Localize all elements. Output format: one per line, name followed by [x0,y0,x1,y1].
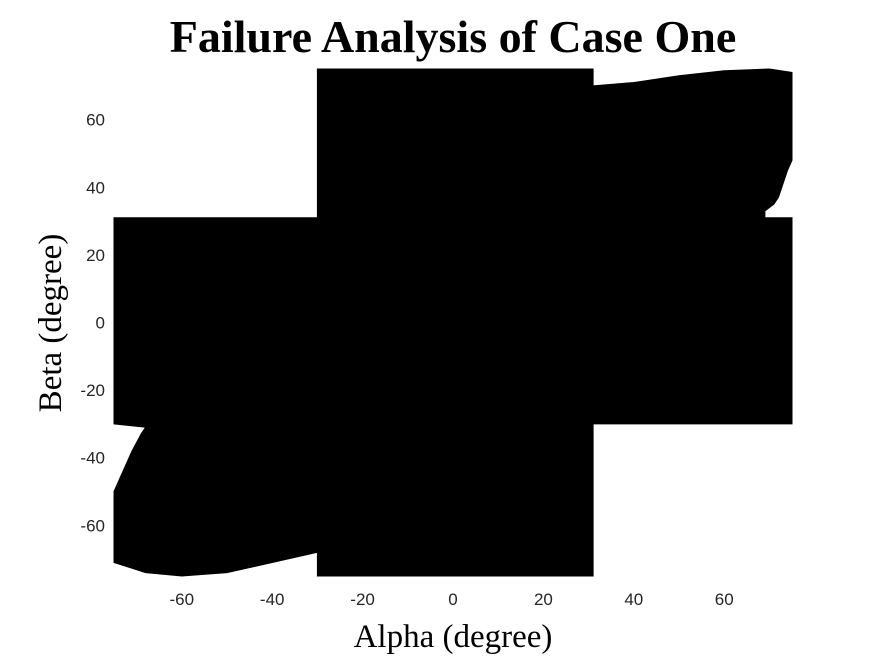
y-tick-label: -20 [80,381,105,400]
x-tick-label: -40 [260,590,285,609]
x-tick-label: 20 [534,590,553,609]
x-tick-labels: -60 -40 -20 0 20 40 60 [170,590,734,609]
x-axis-label: Alpha (degree) [354,619,553,655]
y-tick-label: 60 [86,111,105,130]
y-tick-label: -60 [80,516,105,535]
x-tick-label: 60 [715,590,734,609]
x-tick-label: -60 [170,590,195,609]
x-tick-label: 40 [624,590,643,609]
x-tick-label: 0 [448,590,457,609]
y-tick-label: 0 [96,314,105,333]
y-tick-label: -40 [80,449,105,468]
chart-title: Failure Analysis of Case One [170,11,737,62]
x-tick-label: -20 [350,590,375,609]
y-tick-labels: 60 40 20 0 -20 -40 -60 [80,111,105,536]
failure-region [113,68,793,577]
y-tick-label: 20 [86,246,105,265]
plot-area [113,68,793,577]
y-tick-label: 40 [86,178,105,197]
y-axis-label: Beta (degree) [33,234,69,413]
